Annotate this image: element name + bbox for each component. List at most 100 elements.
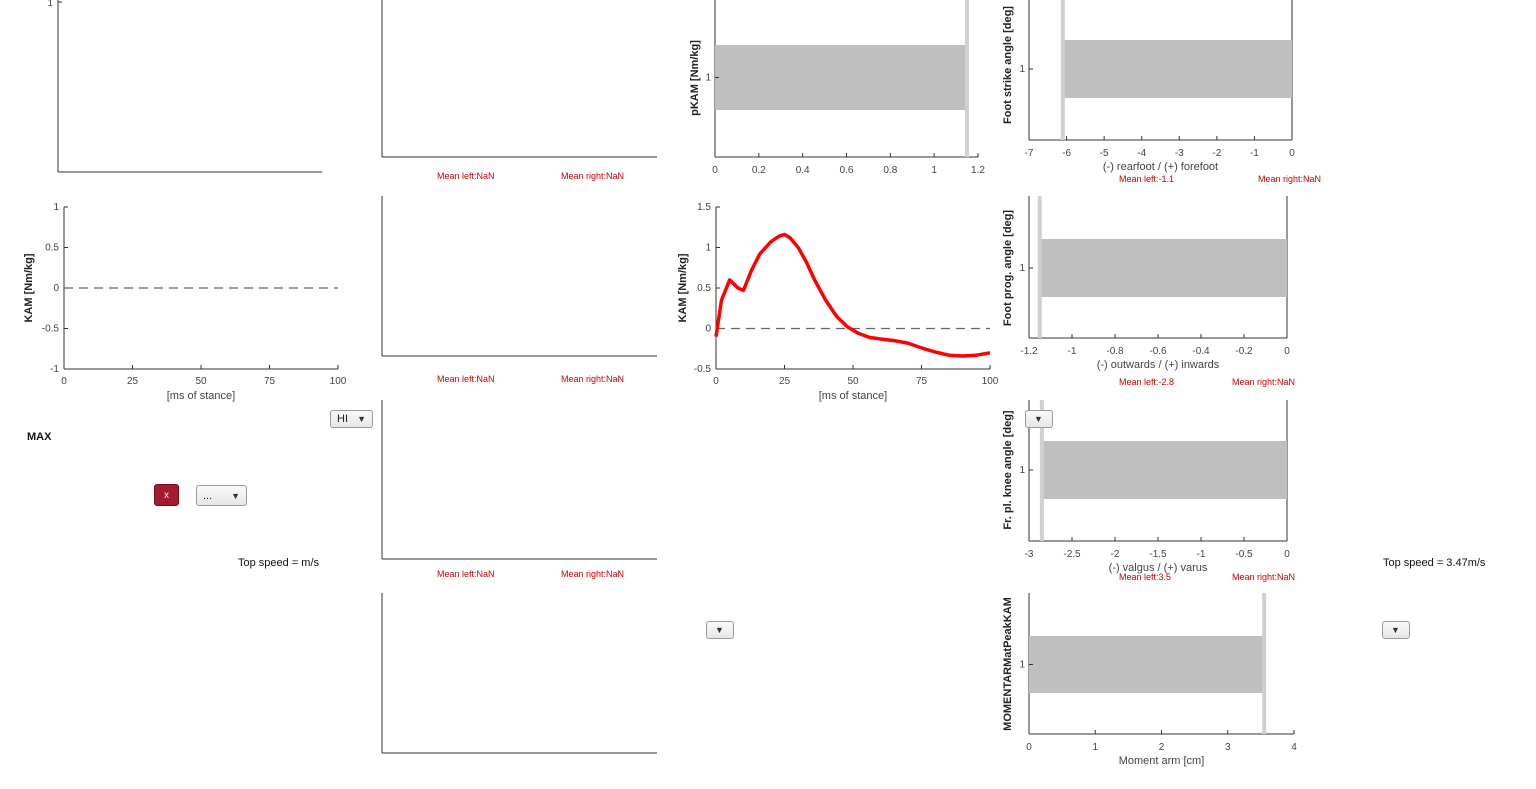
x-tick-label: -3 <box>1175 148 1184 159</box>
x-axis-label: [ms of stance] <box>167 390 235 402</box>
y-tick-label: -0.5 <box>42 324 60 335</box>
knee-dropdown[interactable]: ▼ <box>1025 410 1053 428</box>
x-tick-label: -1 <box>1068 346 1077 357</box>
x-tick-label: -0.4 <box>1192 346 1210 357</box>
x-tick-label: -1 <box>1250 148 1259 159</box>
x-tick-label: -0.5 <box>1235 549 1253 560</box>
y-axis-label: pKAM [Nm/kg] <box>689 40 701 116</box>
y-tick-label: 0 <box>705 324 711 335</box>
x-tick-label: 75 <box>264 376 276 387</box>
y-tick-label: 0.5 <box>697 283 711 294</box>
y-axis-label: MOMENTARMatPeakKAM <box>1002 597 1014 731</box>
panel1-mean-left: Mean left:NaN <box>437 171 495 181</box>
right-dropdown[interactable]: ▼ <box>1382 621 1410 639</box>
y-tick-label: 1 <box>1019 263 1025 274</box>
x-axis-label: [ms of stance] <box>819 390 887 402</box>
x-tick-label: 0 <box>1284 346 1290 357</box>
value-bar <box>1039 239 1287 297</box>
empty-panel-4 <box>381 593 657 754</box>
foot-strike-mean-left: Mean left:-1.1 <box>1119 174 1175 184</box>
x-tick-label: 1 <box>931 165 937 176</box>
x-tick-label: -1.2 <box>1020 346 1038 357</box>
x-tick-label: -1.5 <box>1149 549 1167 560</box>
x-axis-label: (-) outwards / (+) inwards <box>1097 359 1220 371</box>
value-bar <box>1029 636 1265 693</box>
max-label: MAX <box>27 431 52 443</box>
empty-panel-2 <box>381 196 657 357</box>
x-tick-label: 0 <box>1289 148 1295 159</box>
chevron-down-icon: ▼ <box>357 414 366 424</box>
knee-mean-right: Mean right:NaN <box>1232 572 1296 582</box>
x-tick-label: 0.4 <box>796 165 810 176</box>
x-tick-label: 3 <box>1225 742 1231 753</box>
x-tick-label: 1 <box>1092 742 1098 753</box>
x-tick-label: -2.5 <box>1063 549 1081 560</box>
close-button-label: x <box>164 489 169 501</box>
knee-mean-left: Mean left:3.5 <box>1119 572 1172 582</box>
panel1-mean-right: Mean right:NaN <box>561 171 625 181</box>
y-tick-label: 1 <box>1019 64 1025 75</box>
x-tick-label: -3 <box>1025 549 1034 560</box>
x-tick-label: 0 <box>712 165 718 176</box>
top-speed-right: Top speed = 3.47m/s <box>1383 557 1486 569</box>
value-bar <box>1062 40 1292 98</box>
kam-series-line <box>714 232 991 358</box>
x-tick-label: 0 <box>61 376 67 387</box>
x-axis-label: (-) rearfoot / (+) forefoot <box>1103 161 1218 173</box>
y-tick-label: -0.5 <box>694 364 712 375</box>
x-tick-label: -0.8 <box>1106 346 1124 357</box>
x-tick-label: -7 <box>1025 148 1034 159</box>
center-dropdown[interactable]: ▼ <box>706 621 734 639</box>
top-speed-left: Top speed = m/s <box>238 557 320 569</box>
x-tick-label: -5 <box>1100 148 1109 159</box>
chevron-down-icon: ▼ <box>1034 414 1043 424</box>
x-tick-label: 50 <box>847 376 859 387</box>
x-axis-label: Moment arm [cm] <box>1119 755 1205 767</box>
x-axis-label: (-) valgus / (+) varus <box>1109 562 1208 574</box>
x-tick-label: 50 <box>195 376 207 387</box>
foot-strike-mean-right: Mean right:NaN <box>1258 174 1322 184</box>
x-tick-label: 75 <box>916 376 928 387</box>
x-tick-label: 0.6 <box>840 165 854 176</box>
x-tick-label: -1 <box>1197 549 1206 560</box>
chevron-down-icon: ▼ <box>1391 625 1400 635</box>
x-tick-label: 25 <box>127 376 139 387</box>
value-bar <box>715 45 968 110</box>
y-axis-label: KAM [Nm/kg] <box>677 253 689 322</box>
y-tick-label: 1 <box>705 243 711 254</box>
top-left-axes: 1 <box>47 0 322 173</box>
x-tick-label: 100 <box>330 376 347 387</box>
chevron-down-icon: ▼ <box>715 625 724 635</box>
chevron-down-icon: ▼ <box>231 490 240 501</box>
y-tick-label: 0 <box>53 283 59 294</box>
y-tick-label: 1 <box>53 202 59 213</box>
x-tick-label: 1.2 <box>971 165 985 176</box>
hi-dropdown[interactable]: HI ▼ <box>330 410 373 428</box>
y-axis-label: Foot strike angle [deg] <box>1002 6 1014 124</box>
y-axis-label: Fr. pl. knee angle [deg] <box>1002 410 1014 530</box>
y-axis-label: KAM [Nm/kg] <box>23 253 35 322</box>
y-tick-label: 1 <box>1019 660 1025 671</box>
x-tick-label: 0 <box>1026 742 1032 753</box>
x-tick-label: 4 <box>1291 742 1297 753</box>
panel3-mean-left: Mean left:NaN <box>437 569 495 579</box>
dots-dropdown[interactable]: ... ▼ <box>196 485 247 506</box>
y-tick-label: -1 <box>50 364 59 375</box>
y-tick-label: 0.5 <box>45 243 59 254</box>
x-tick-label: -0.6 <box>1149 346 1167 357</box>
panel2-mean-left: Mean left:NaN <box>437 374 495 384</box>
hi-dropdown-value: HI <box>337 413 348 425</box>
x-tick-label: 0.2 <box>752 165 766 176</box>
close-button[interactable]: x <box>154 484 179 506</box>
x-tick-label: -0.2 <box>1235 346 1253 357</box>
x-tick-label: 25 <box>779 376 791 387</box>
empty-panel-1 <box>381 0 657 158</box>
x-tick-label: -2 <box>1212 148 1221 159</box>
y-tick-label: 1 <box>705 73 711 84</box>
